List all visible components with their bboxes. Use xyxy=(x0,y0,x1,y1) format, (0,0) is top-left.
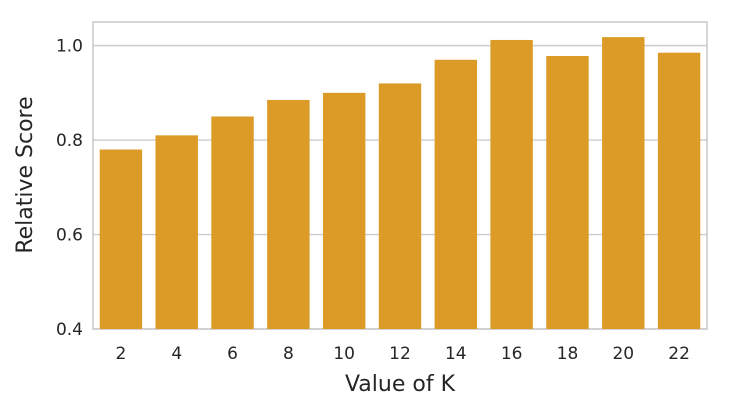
bar-k-22 xyxy=(657,52,701,329)
x-tick-label: 6 xyxy=(227,344,238,364)
bar-k-20 xyxy=(602,37,645,330)
bar-k-12 xyxy=(378,83,422,330)
bar-k-16 xyxy=(490,39,533,329)
x-tick-label: 12 xyxy=(389,344,411,364)
y-tick-label: 0.6 xyxy=(56,226,83,246)
x-tick-label: 20 xyxy=(612,344,634,364)
y-tick-label: 0.8 xyxy=(56,131,83,151)
x-tick-label: 18 xyxy=(557,344,579,364)
x-tick-labels: 2 4 6 8 10 12 14 16 18 20 22 xyxy=(115,344,689,364)
y-tick-label: 0.4 xyxy=(56,320,83,340)
x-tick-label: 22 xyxy=(668,344,690,364)
bar-k-4 xyxy=(155,135,198,329)
y-tick-label: 1.0 xyxy=(56,37,83,57)
x-tick-label: 10 xyxy=(333,344,355,364)
y-axis-title: Relative Score xyxy=(13,96,38,253)
bar-k-2 xyxy=(99,149,143,329)
bar-k-18 xyxy=(546,56,589,329)
x-tick-label: 4 xyxy=(171,344,182,364)
bar-k-6 xyxy=(211,116,254,329)
x-tick-label: 16 xyxy=(501,344,523,364)
x-tick-label: 2 xyxy=(115,344,126,364)
bars xyxy=(99,37,701,330)
y-tick-labels: 0.4 0.6 0.8 1.0 xyxy=(56,37,83,340)
bar-k-14 xyxy=(434,59,478,330)
bar-k-8 xyxy=(267,99,310,329)
x-tick-label: 14 xyxy=(445,344,467,364)
x-axis-title: Value of K xyxy=(345,372,456,397)
bar-k-10 xyxy=(322,92,366,329)
x-tick-label: 8 xyxy=(283,344,294,364)
